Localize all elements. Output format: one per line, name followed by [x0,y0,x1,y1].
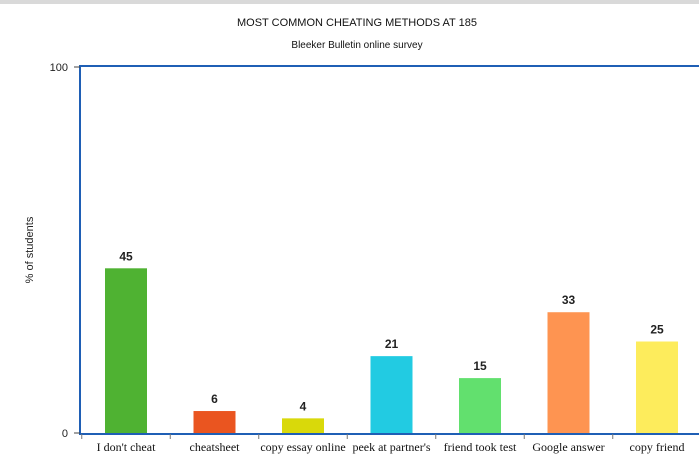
bar [636,341,678,433]
category-label: copy essay online [260,440,345,454]
bar-value-label: 4 [300,399,307,413]
bar [193,411,236,433]
bar [370,356,413,433]
bar [282,418,324,433]
category-label: copy friend [630,440,685,454]
category-label: cheatsheet [190,440,241,454]
category-label: Google answer [532,440,604,454]
chart-title: MOST COMMON CHEATING METHODS AT 185 [237,17,477,29]
category-label: I don't cheat [97,440,156,454]
category-label: peek at partner's [352,440,430,454]
bar-value-label: 15 [473,359,487,373]
bar [547,312,590,433]
top-divider [0,0,699,4]
bar-value-label: 33 [562,293,576,307]
plot-frame [79,65,699,435]
bar-value-label: 45 [119,249,133,263]
y-axis-title: % of students [24,216,36,283]
category-label: friend took test [444,440,517,454]
bar-value-label: 6 [211,392,218,406]
chart-subtitle: Bleeker Bulletin online survey [291,40,422,51]
y-tick-label: 0 [62,428,68,440]
bar [459,378,501,433]
y-tick-label: 100 [50,62,68,74]
bar [105,268,147,433]
bar-value-label: 21 [385,337,399,351]
bar-value-label: 25 [650,323,664,337]
